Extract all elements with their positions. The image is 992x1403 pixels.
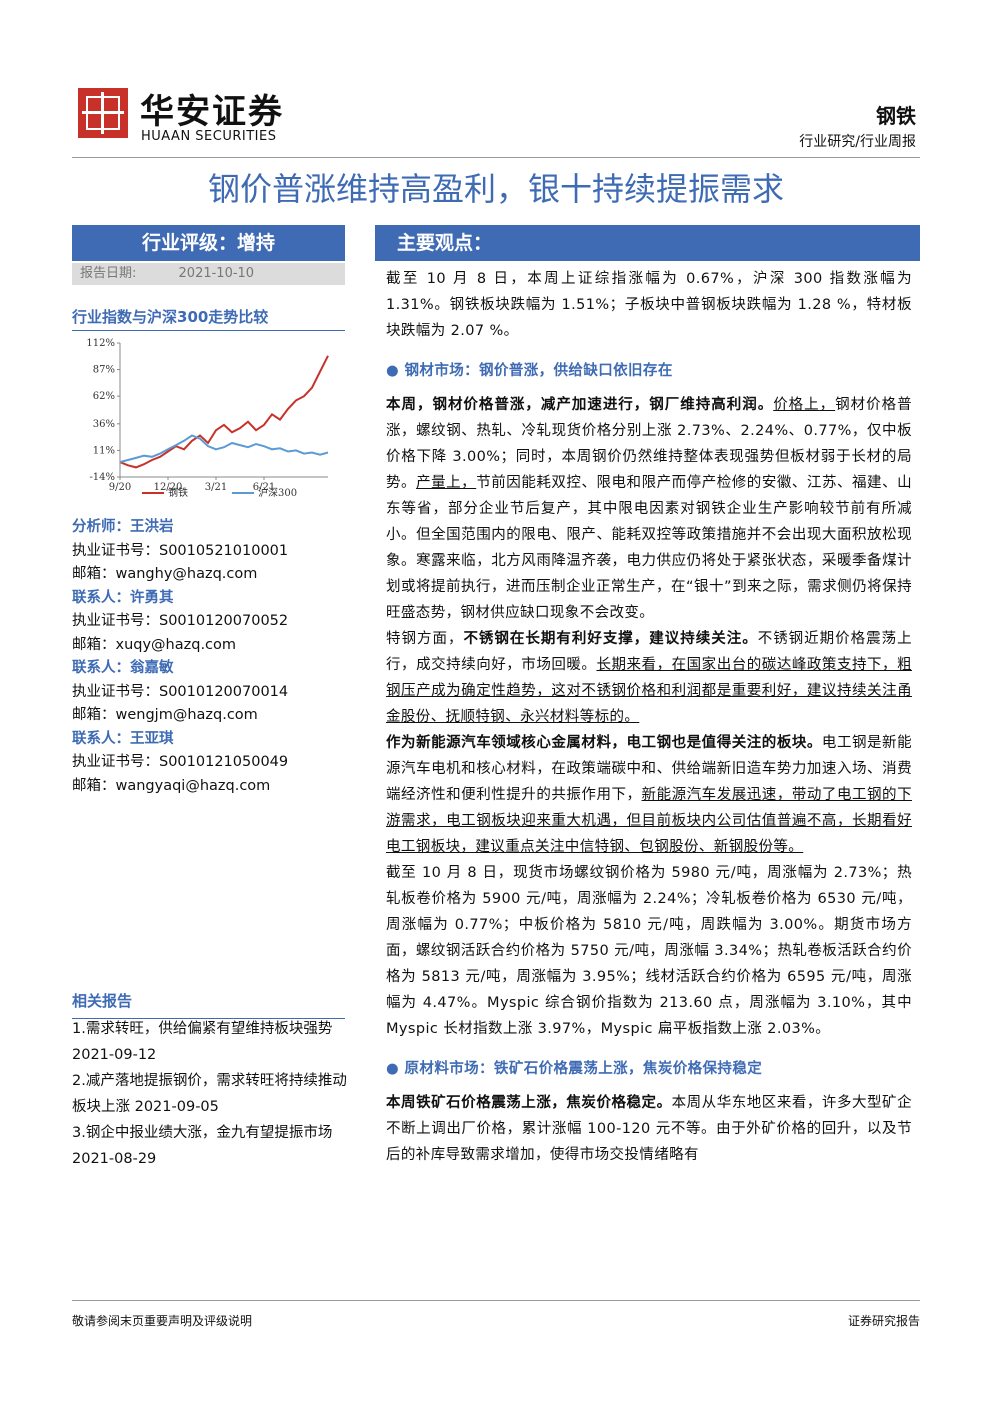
run: 本周铁矿石价格震荡上涨，焦炭价格稳定。: [386, 1095, 672, 1111]
y-tick-label: -14%: [89, 472, 115, 483]
y-tick-label: 87%: [93, 365, 115, 376]
cert-row: 执业证书号：S0010120070014: [72, 681, 347, 705]
rating: 行业评级：增持: [72, 225, 345, 261]
cert-label: 执业证书号：: [72, 542, 159, 559]
cert-row: 执业证书号：S0010521010001: [72, 540, 347, 564]
run: 长期来看，在国家出台的碳达峰政策支持下，粗钢压产成为确定性趋势，这对不锈钢价格和…: [386, 657, 912, 725]
chart-rule: [72, 330, 345, 331]
footer-rule: [72, 1300, 920, 1301]
logo-en: HUAAN SECURITIES: [141, 129, 277, 144]
run: 价格上，: [773, 397, 836, 413]
y-tick-label: 62%: [93, 391, 115, 402]
cert-label: 执业证书号：: [72, 683, 159, 700]
series-line: [119, 355, 329, 469]
title: 钢价普涨维持高盈利，银十持续提振需求: [207, 170, 784, 208]
main-body: 截至 10 月 8 日，本周上证综指涨幅为 0.67%，沪深 300 指数涨幅为…: [386, 266, 912, 1168]
cert: S0010521010001: [159, 542, 289, 559]
analyst-role: 联系人：翁嘉敏: [72, 660, 174, 676]
y-tick-label: 11%: [93, 445, 115, 456]
date-label: 报告日期:: [80, 266, 137, 281]
paragraph: 本周，钢材价格普涨，减产加速进行，钢厂维持高利润。价格上，钢材价格普涨，螺纹钢、…: [386, 392, 912, 626]
section-title: 钢材市场：钢价普涨，供给缺口依旧存在: [404, 363, 673, 379]
cert: S0010120070014: [159, 683, 289, 700]
run: 作为新能源汽车领域核心金属材料，电工钢也是值得关注的板块。: [386, 735, 822, 751]
cert-row: 执业证书号：S0010120070052: [72, 610, 347, 634]
legend-label: 钢铁: [168, 486, 188, 499]
email: xuqy@hazq.com: [115, 636, 237, 653]
divider: [72, 157, 920, 158]
cert-label: 执业证书号：: [72, 613, 159, 629]
email-row: 邮箱：wengjm@hazq.com: [72, 704, 347, 728]
cert: S0010121050049: [159, 754, 289, 770]
chart: -14% 11% 36% 62% 87% 112% 9/20 12/20 3/21 6/21 钢铁 沪…: [86, 338, 329, 499]
email: wangyaqi@hazq.com: [115, 777, 271, 794]
main-title: 主要观点：: [397, 232, 493, 254]
email-row: 邮箱：xuqy@hazq.com: [72, 634, 347, 658]
run: 节前因能耗双控、限电和限产而停产检修的安徽、江苏、福建、山东等省，部分企业节后复…: [386, 475, 912, 621]
run: 电工钢是新能源汽车电机和核心材料，在政策端碳中和、供给端新旧造车势力加速入场、消…: [386, 735, 912, 803]
footer-left: 敬请参阅末页重要声明及评级说明: [72, 1314, 253, 1328]
x-tick-label: 12/20: [154, 482, 183, 493]
x-tick-label: 6/21: [253, 482, 275, 493]
run: 新能源汽车发展迅速，带动了电工钢的下游需求，电工钢板块迎来重大机遇，但目前板块内…: [386, 787, 912, 855]
y-tick-label: 112%: [86, 338, 115, 349]
cert: S0010120070052: [159, 613, 289, 629]
section-heading: ● 钢材市场：钢价普涨，供给缺口依旧存在: [386, 363, 673, 379]
email: wengjm@hazq.com: [115, 707, 258, 723]
run: 不锈钢在长期有利好支撑，建议持续关注。: [463, 631, 758, 647]
x-tick-label: 9/20: [109, 482, 131, 493]
x-tick-label: 3/21: [205, 482, 227, 493]
email-label: 邮箱：: [72, 566, 116, 582]
cert-row: 执业证书号：S0010121050049: [72, 751, 347, 775]
analysts: 分析师：王洪岩 执业证书号：S0010521010001 邮箱：wanghy@haz…: [72, 516, 347, 798]
cert-label: 执业证书号：: [72, 754, 159, 770]
date: 2021-10-10: [178, 266, 255, 281]
email-row: 邮箱：wanghy@hazq.com: [72, 563, 347, 587]
related-title: 相关报告: [72, 992, 133, 1010]
main-title-bar: 主要观点：: [375, 225, 920, 261]
related-item: 2.减产落地提振钢价，需求转旺将持续推动板块上涨 2021-09-05: [72, 1073, 347, 1115]
run: 不锈钢近期价格震荡上行，成交持续向好，市场回暖。: [386, 631, 912, 673]
email-label: 邮箱：: [72, 707, 116, 723]
email-label: 邮箱：: [72, 777, 116, 794]
section-title: 原材料市场：铁矿石价格震荡上涨，焦炭价格保持稳定: [404, 1061, 763, 1077]
run: 本周，钢材价格普涨，减产加速进行，钢厂维持高利润。: [386, 397, 774, 413]
footer-right: 证券研究报告: [847, 1314, 920, 1328]
analyst-role: 联系人：王亚琪: [72, 730, 174, 747]
series-line: [119, 434, 329, 464]
y-tick-label: 36%: [93, 419, 115, 430]
paragraph: 截至 10 月 8 日，现货市场螺纹钢价格为 5980 元/吨，周涨幅为 2.7…: [386, 865, 912, 1037]
rule: [72, 1018, 345, 1019]
related-item: 3.钢企中报业绩大涨，金九有望提振市场 2021-08-29: [72, 1125, 333, 1167]
related-item: 1.需求转旺，供给偏紧有望维持板块强势 2021-09-12: [72, 1021, 333, 1063]
date-row: 报告日期: 2021-10-10: [72, 263, 345, 285]
paragraph: 本周铁矿石价格震荡上涨，焦炭价格稳定。本周从华东地区来看，许多大型矿企不断上调出…: [386, 1090, 912, 1168]
run: 本周从华东地区来看，许多大型矿企不断上调出厂价格，累计涨幅 100-120 元不…: [386, 1095, 912, 1163]
paragraph: 作为新能源汽车领域核心金属材料，电工钢也是值得关注的板块。电工钢是新能源汽车电机…: [386, 730, 912, 860]
run: 特钢方面，: [386, 631, 464, 647]
legend-label: 沪深300: [258, 486, 297, 499]
email-label: 邮箱：: [72, 636, 116, 653]
related: 1.需求转旺，供给偏紧有望维持板块强势 2021-09-12 2.减产落地提振钢价…: [72, 1016, 347, 1172]
paragraph: 特钢方面，不锈钢在长期有利好支撑，建议持续关注。不锈钢近期价格震荡上行，成交持续…: [386, 626, 912, 730]
analyst-role: 分析师：王洪岩: [72, 519, 174, 535]
industry: 钢铁: [876, 104, 916, 128]
logo-icon: [78, 88, 128, 138]
run: 钢材价格普涨，螺纹钢、热轧、冷轧现货价格分别上涨 2.73%、2.24%、0.7…: [386, 397, 912, 491]
email-row: 邮箱：wangyaqi@hazq.com: [72, 775, 347, 799]
category: 行业研究/行业周报: [799, 134, 916, 150]
email: wanghy@hazq.com: [115, 566, 258, 582]
run: 产量上，: [416, 475, 477, 491]
analyst-role: 联系人：许勇其: [72, 589, 174, 606]
section-heading: ● 原材料市场：铁矿石价格震荡上涨，焦炭价格保持稳定: [386, 1061, 763, 1077]
chart-title: 行业指数与沪深300走势比较: [72, 308, 269, 326]
logo-text: 华安证券: [140, 92, 284, 132]
paragraph: 截至 10 月 8 日，本周上证综指涨幅为 0.67%，沪深 300 指数涨幅为…: [386, 271, 912, 339]
